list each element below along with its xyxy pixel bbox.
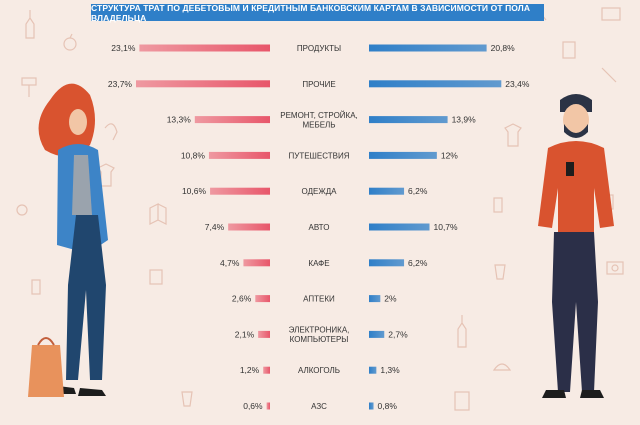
category-label-5-0: АВТО — [309, 223, 330, 232]
woman-top — [72, 155, 92, 215]
cup2-doodle-icon — [494, 264, 506, 280]
label-female-6: 4,7% — [220, 258, 240, 268]
bar-male-2 — [369, 116, 448, 124]
category-label-2-1: МЕБЕЛЬ — [302, 120, 335, 129]
label-female-0: 23,1% — [111, 43, 136, 53]
category-label-6-0: КАФЕ — [308, 259, 329, 268]
shoe-doodle-icon — [104, 123, 118, 141]
label-male-1: 23,4% — [505, 79, 530, 89]
category-label-10-0: АЗС — [311, 402, 327, 411]
bar-female-1 — [136, 80, 270, 88]
chart-title: СТРУКТУРА ТРАТ ПО ДЕБЕТОВЫМ И КРЕДИТНЫМ … — [91, 3, 544, 23]
man-trousers — [552, 232, 598, 392]
bar-male-10 — [369, 402, 374, 410]
label-male-8: 2,7% — [388, 329, 408, 339]
label-female-4: 10,6% — [182, 186, 207, 196]
category-label-4-0: ОДЕЖДА — [302, 187, 338, 196]
category-label-1-0: ПРОЧИЕ — [302, 80, 335, 89]
canister-doodle-icon — [454, 391, 470, 411]
woman-shoes — [56, 386, 106, 396]
category-label-3-0: ПУТЕШЕСТВИЯ — [289, 151, 350, 160]
tshirt-doodle-icon — [504, 123, 522, 147]
bar-male-9 — [369, 366, 377, 374]
bottle-doodle-icon — [25, 10, 35, 39]
label-male-3: 12% — [441, 150, 458, 160]
bar-male-7 — [369, 295, 381, 303]
bar-male-5 — [369, 223, 430, 231]
bar-female-5 — [228, 223, 270, 231]
woman-trousers — [66, 215, 106, 380]
phone2-doodle-icon — [493, 197, 503, 213]
bar-female-4 — [210, 187, 270, 195]
camera-doodle-icon — [606, 261, 624, 275]
label-male-5: 10,7% — [433, 222, 458, 232]
bar-male-1 — [369, 80, 502, 88]
bar-female-9 — [263, 366, 270, 374]
bar-female-6 — [243, 259, 270, 267]
label-female-2: 13,3% — [167, 115, 192, 125]
woman-shopping-bag — [28, 345, 64, 397]
bar-female-7 — [255, 295, 270, 303]
label-male-6: 6,2% — [408, 258, 428, 268]
cup-doodle-icon — [181, 391, 193, 407]
man-sweater — [538, 141, 614, 234]
bar-female-3 — [208, 151, 270, 159]
label-female-7: 2,6% — [232, 294, 252, 304]
bottle2-doodle-icon — [457, 315, 467, 348]
label-female-3: 10,8% — [181, 150, 206, 160]
category-label-7-0: АПТЕКИ — [303, 295, 335, 304]
man-illustration — [538, 94, 614, 398]
label-male-2: 13,9% — [452, 115, 477, 125]
pin-doodle-icon — [149, 203, 167, 225]
category-label-8-0: ЭЛЕКТРОНИКА, — [289, 326, 350, 335]
shirt-doodle-icon — [97, 163, 115, 187]
bar-female-0 — [139, 44, 270, 52]
background-doodles — [16, 5, 624, 411]
label-male-10: 0,8% — [378, 401, 398, 411]
man-shoes — [542, 390, 604, 398]
label-female-10: 0,6% — [243, 401, 263, 411]
label-male-9: 1,3% — [380, 365, 400, 375]
bar-male-4 — [369, 187, 405, 195]
phone-doodle-icon — [31, 279, 41, 295]
label-male-7: 2% — [384, 294, 397, 304]
woman-illustration — [28, 83, 108, 397]
man-face — [563, 104, 589, 136]
hat-doodle-icon — [492, 363, 512, 371]
label-female-8: 2,1% — [235, 329, 255, 339]
bar-male-3 — [369, 151, 437, 159]
category-label-2-0: РЕМОНТ, СТРОЙКА, — [280, 111, 358, 120]
ring-doodle-icon — [16, 204, 28, 216]
card-doodle-icon — [601, 7, 621, 21]
bar-male-6 — [369, 259, 405, 267]
doc-doodle-icon — [562, 41, 576, 59]
bag-doodle-icon — [149, 269, 163, 285]
bar-female-2 — [194, 116, 270, 124]
man-phone — [566, 162, 574, 176]
woman-face — [69, 109, 87, 135]
bar-female-10 — [266, 402, 270, 410]
label-male-0: 20,8% — [491, 43, 516, 53]
label-male-4: 6,2% — [408, 186, 428, 196]
man-beard — [564, 124, 588, 138]
roller-doodle-icon — [21, 77, 37, 97]
category-label-8-1: КОМПЬЮТЕРЫ — [290, 335, 349, 344]
category-label-9-0: АЛКОГОЛЬ — [298, 366, 340, 375]
butterfly-bar-chart: 23,1% 20,8% ПРОДУКТЫ 23,7% 23,4% ПРОЧИЕ 13,3% 1… — [108, 43, 530, 411]
bar-male-0 — [369, 44, 487, 52]
woman-bag-handle — [37, 337, 55, 346]
bar-female-8 — [258, 330, 270, 338]
label-female-1: 23,7% — [108, 79, 133, 89]
label-female-9: 1,2% — [240, 365, 260, 375]
woman-hair — [38, 83, 95, 157]
category-label-0-0: ПРОДУКТЫ — [297, 44, 341, 53]
wrench-doodle-icon — [601, 67, 617, 83]
bar-male-8 — [369, 330, 385, 338]
apple-doodle-icon — [63, 33, 77, 51]
label-female-5: 7,4% — [205, 222, 225, 232]
